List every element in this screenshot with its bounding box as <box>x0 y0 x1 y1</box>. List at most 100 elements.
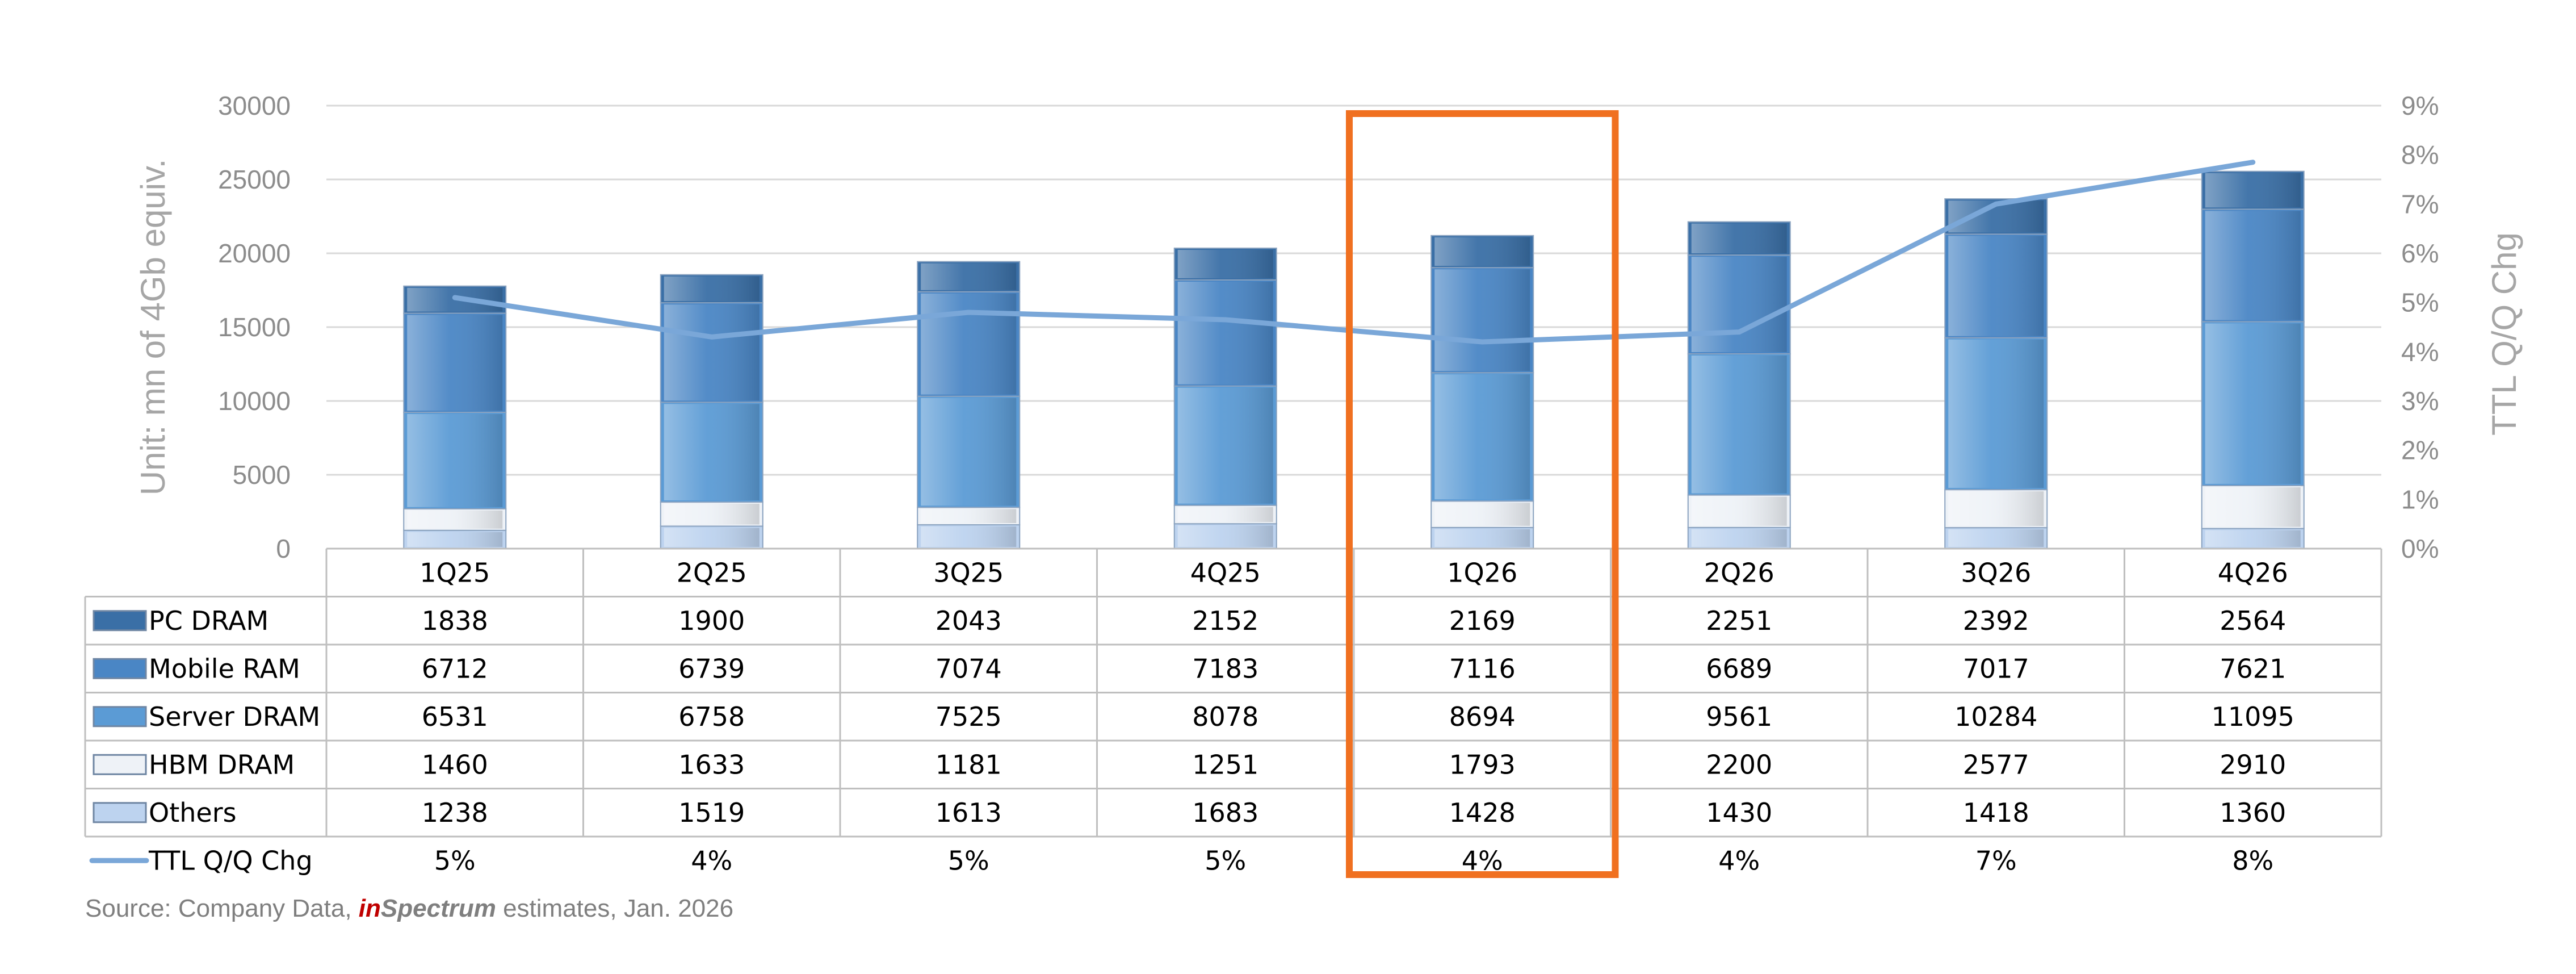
data-label: 1613 <box>935 797 1002 828</box>
bar-segment-shade <box>1691 356 1787 494</box>
data-label: 9561 <box>1706 701 1772 732</box>
brand-in: in <box>358 894 381 922</box>
bar-segment-shade <box>2205 173 2301 208</box>
qq-change-line <box>452 160 2256 345</box>
bar-segment-shade <box>664 404 760 501</box>
y-tick-label: 15000 <box>218 312 291 342</box>
data-label: 1251 <box>1192 749 1258 780</box>
y2-tick-label: 0% <box>2401 534 2439 563</box>
source-note: Source: Company Data, inSpectrum estimat… <box>85 894 733 923</box>
data-label: 2200 <box>1706 749 1772 780</box>
data-label: 1418 <box>1963 797 2029 828</box>
data-label: 6739 <box>678 653 745 684</box>
data-label: 2152 <box>1192 605 1258 636</box>
y-tick-label: 10000 <box>218 386 291 416</box>
data-label: 1238 <box>422 797 488 828</box>
bar-segment-shade <box>2205 487 2301 527</box>
data-label: 7% <box>1975 845 2017 876</box>
data-label: 4% <box>691 845 732 876</box>
y2-tick-label: 4% <box>2401 337 2439 366</box>
bar-segment-shade <box>1434 374 1530 500</box>
data-label: 1460 <box>422 749 488 780</box>
data-label: 2910 <box>2220 749 2286 780</box>
data-label: 7183 <box>1192 653 1258 684</box>
y-tick-label: 5000 <box>233 460 291 490</box>
bar-segment-shade <box>1434 503 1530 526</box>
data-label: 6531 <box>422 701 488 732</box>
bar-segment-shade <box>921 263 1017 290</box>
bar-segment-shade <box>1177 249 1273 278</box>
bar-segment-shade <box>1691 223 1787 254</box>
data-label: 2392 <box>1963 605 2029 636</box>
data-label: 8% <box>2232 845 2273 876</box>
data-label: 2169 <box>1449 605 1516 636</box>
x-tick-label: 4Q26 <box>2218 557 2288 588</box>
y-tick-label: 30000 <box>218 91 291 120</box>
data-label: 7074 <box>935 653 1002 684</box>
x-tick-label: 3Q26 <box>1961 557 2031 588</box>
bar-segment-shade <box>664 528 760 547</box>
data-label: 1683 <box>1192 797 1258 828</box>
y2-tick-label: 7% <box>2401 189 2439 219</box>
data-label: 1633 <box>678 749 745 780</box>
brand-spectrum: Spectrum <box>380 894 496 922</box>
bar-segment-shade <box>1691 257 1787 353</box>
y2-tick-label: 1% <box>2401 484 2439 514</box>
data-label: 5% <box>434 845 476 876</box>
y-axis-title: Unit: mn of 4Gb equiv. <box>134 159 172 496</box>
bar-segment-shade <box>921 398 1017 506</box>
bar-segment-shade <box>664 304 760 401</box>
bar-segment-shade <box>1691 496 1787 526</box>
bar-segment-shade <box>1434 237 1530 266</box>
data-label: 10284 <box>1954 701 2037 732</box>
x-tick-label: 1Q25 <box>419 557 490 588</box>
bar-segment-shade <box>1177 507 1273 522</box>
data-label: 5% <box>948 845 989 876</box>
legend-key <box>93 706 147 728</box>
data-label: 4% <box>1718 845 1760 876</box>
y2-tick-label: 6% <box>2401 239 2439 268</box>
legend-label: Others <box>149 797 237 828</box>
x-tick-label: 3Q25 <box>933 557 1004 588</box>
y-tick-label: 25000 <box>218 165 291 194</box>
data-label: 1428 <box>1449 797 1516 828</box>
bar-segment-shade <box>664 504 760 525</box>
bar-segment-shade <box>1948 236 2044 336</box>
legend-key <box>93 658 147 679</box>
legend-key <box>93 802 147 823</box>
x-tick-label: 2Q26 <box>1704 557 1774 588</box>
bar-segment-shade <box>921 526 1017 547</box>
bar-segment-shade <box>1948 529 2044 547</box>
data-label: 8694 <box>1449 701 1516 732</box>
y2-axis-title: TTL Q/Q Chg <box>2485 232 2523 436</box>
data-label: 2251 <box>1706 605 1772 636</box>
data-label: 8078 <box>1192 701 1258 732</box>
bar-segment-shade <box>2205 530 2301 547</box>
data-label: 6689 <box>1706 653 1772 684</box>
data-label: 7525 <box>935 701 1002 732</box>
highlight-box <box>1346 110 1619 878</box>
data-label: 6758 <box>678 701 745 732</box>
legend-label: Server DRAM <box>149 701 320 732</box>
bar-segment-shade <box>1948 339 2044 488</box>
y2-tick-label: 3% <box>2401 386 2439 416</box>
bar-segment-shade <box>1177 281 1273 384</box>
bar-segment-shade <box>664 276 760 302</box>
y2-tick-label: 9% <box>2401 91 2439 120</box>
bar-segment-shade <box>407 414 503 507</box>
data-label: 7116 <box>1449 653 1516 684</box>
y-tick-label: 20000 <box>218 239 291 268</box>
bar-segment-shade <box>921 293 1017 395</box>
legend-label: PC DRAM <box>149 605 268 636</box>
legend-key <box>93 610 147 632</box>
bar-segment-shade <box>1691 529 1787 547</box>
data-label: 1793 <box>1449 749 1516 780</box>
x-tick-label: 2Q25 <box>677 557 747 588</box>
source-suffix: estimates, Jan. 2026 <box>496 894 734 922</box>
y2-tick-label: 8% <box>2401 140 2439 170</box>
data-label: 2564 <box>2220 605 2286 636</box>
y-tick-label: 0 <box>276 534 291 563</box>
y2-tick-label: 2% <box>2401 436 2439 465</box>
data-label: 2577 <box>1963 749 2029 780</box>
